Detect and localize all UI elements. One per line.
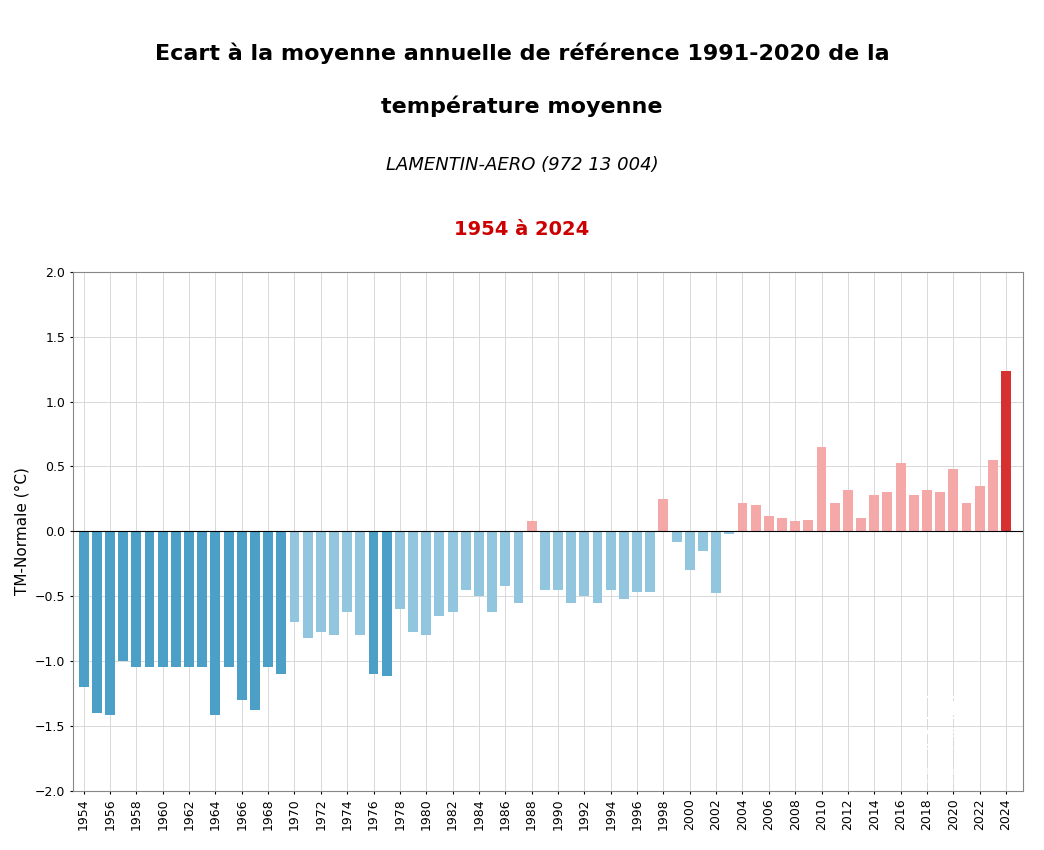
Bar <box>382 531 392 677</box>
Bar <box>540 531 550 590</box>
Bar <box>250 531 260 710</box>
Bar <box>223 531 234 667</box>
Bar <box>434 531 445 615</box>
Bar <box>929 700 958 715</box>
Bar <box>303 531 312 638</box>
Bar <box>105 531 115 716</box>
Bar <box>263 531 274 667</box>
Text: Ecart à la moyenne annuelle de référence 1991-2020 de la: Ecart à la moyenne annuelle de référence… <box>155 42 889 65</box>
Bar <box>144 531 155 667</box>
Bar <box>737 502 748 531</box>
Bar <box>566 531 576 603</box>
Bar <box>553 531 563 590</box>
Bar <box>500 531 511 586</box>
Text: 1954 à 2024: 1954 à 2024 <box>454 220 590 239</box>
Bar <box>645 531 656 592</box>
Bar <box>816 447 827 531</box>
Bar <box>211 531 220 716</box>
Bar <box>474 531 483 596</box>
Bar <box>118 531 128 661</box>
Bar <box>988 460 998 531</box>
Bar <box>355 531 365 635</box>
Bar <box>342 531 352 612</box>
Bar <box>962 502 971 531</box>
Bar <box>408 531 418 632</box>
Bar <box>619 531 628 598</box>
Bar <box>488 531 497 612</box>
Bar <box>856 518 865 531</box>
Bar <box>78 531 89 687</box>
Bar <box>184 531 194 667</box>
Bar <box>158 531 168 667</box>
Bar <box>725 531 734 534</box>
Bar <box>935 492 945 531</box>
Bar <box>843 490 853 531</box>
Bar <box>197 531 207 667</box>
Bar <box>514 531 523 603</box>
Bar <box>882 492 893 531</box>
Bar <box>698 531 708 551</box>
Bar <box>369 531 379 674</box>
Bar <box>92 531 101 712</box>
Bar <box>751 505 761 531</box>
Bar <box>975 486 984 531</box>
Bar <box>460 531 471 590</box>
Bar <box>277 531 286 674</box>
Bar <box>919 697 969 718</box>
Text: METEO: METEO <box>920 727 968 740</box>
Bar <box>909 495 919 531</box>
Bar <box>632 531 642 592</box>
Bar <box>606 531 616 590</box>
Bar <box>659 499 668 531</box>
Bar <box>764 516 774 531</box>
Bar <box>896 462 905 531</box>
Bar <box>526 521 537 531</box>
Bar <box>1001 371 1011 531</box>
Bar <box>830 502 839 531</box>
Bar <box>948 469 958 531</box>
Bar <box>711 531 721 593</box>
Bar <box>132 531 141 667</box>
Bar <box>671 531 682 541</box>
Bar <box>289 531 300 622</box>
Bar <box>171 531 181 667</box>
Bar <box>237 531 246 700</box>
Bar <box>448 531 457 612</box>
Bar <box>329 531 339 635</box>
Bar <box>395 531 405 609</box>
Text: météorologie nationale: météorologie nationale <box>911 779 976 784</box>
Text: température moyenne: température moyenne <box>381 95 663 117</box>
Bar <box>790 521 800 531</box>
Bar <box>777 518 787 531</box>
Text: météo-france.fr: météo-france.fr <box>914 767 974 776</box>
Bar <box>922 490 932 531</box>
Bar <box>685 531 694 570</box>
Text: LAMENTIN-AERO (972 13 004): LAMENTIN-AERO (972 13 004) <box>385 156 659 174</box>
Bar <box>804 519 813 531</box>
Bar <box>422 531 431 635</box>
Bar <box>316 531 326 632</box>
Text: FRANCE: FRANCE <box>916 743 972 756</box>
Bar <box>593 531 602 603</box>
Bar <box>870 495 879 531</box>
Y-axis label: TM-Normale (°C): TM-Normale (°C) <box>15 468 29 595</box>
Bar <box>579 531 589 596</box>
